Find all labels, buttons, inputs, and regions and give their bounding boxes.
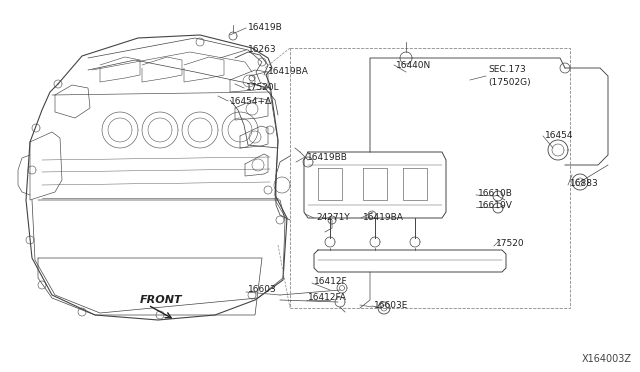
Text: 16419BB: 16419BB bbox=[307, 153, 348, 161]
Text: 16419BA: 16419BA bbox=[363, 214, 404, 222]
Text: 16610B: 16610B bbox=[478, 189, 513, 198]
Text: 16603E: 16603E bbox=[374, 301, 408, 311]
Text: 17520: 17520 bbox=[496, 240, 525, 248]
Text: 16263: 16263 bbox=[248, 45, 276, 55]
Text: 16603: 16603 bbox=[248, 285, 276, 295]
Text: 16454+Δ: 16454+Δ bbox=[230, 96, 272, 106]
Text: 16412F: 16412F bbox=[314, 278, 348, 286]
Text: 24271Y: 24271Y bbox=[316, 214, 349, 222]
Text: SEC.173: SEC.173 bbox=[488, 65, 525, 74]
Text: 16454: 16454 bbox=[545, 131, 573, 141]
Text: 16412FA: 16412FA bbox=[308, 294, 347, 302]
Text: 16419B: 16419B bbox=[248, 23, 283, 32]
Text: (17502G): (17502G) bbox=[488, 77, 531, 87]
Text: X164003Z: X164003Z bbox=[582, 354, 632, 364]
Text: 16883: 16883 bbox=[570, 179, 599, 187]
Text: 16440N: 16440N bbox=[396, 61, 431, 70]
Text: 16419BA: 16419BA bbox=[268, 67, 309, 77]
Text: 17520L: 17520L bbox=[246, 83, 280, 93]
Text: FRONT: FRONT bbox=[140, 295, 182, 305]
Text: 16610V: 16610V bbox=[478, 201, 513, 209]
